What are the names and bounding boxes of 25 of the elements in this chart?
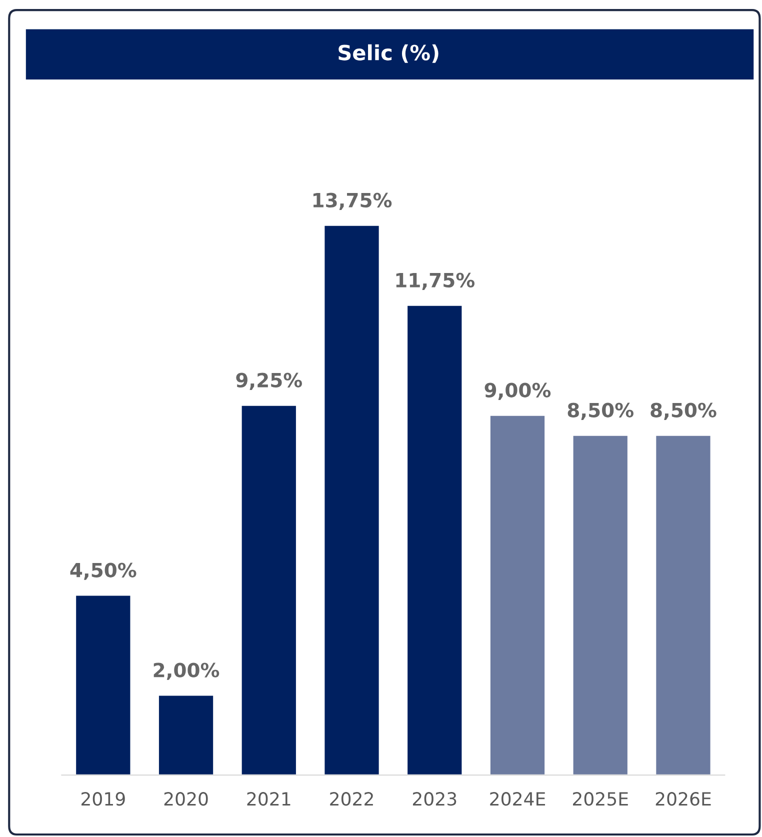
bar xyxy=(654,434,712,776)
data-label: 13,75% xyxy=(313,192,392,210)
x-tick-label: 2021 xyxy=(247,792,290,806)
data-label: 11,75% xyxy=(396,272,474,290)
bar xyxy=(572,434,629,776)
chart-title: Selic (%) xyxy=(338,44,438,63)
bar xyxy=(240,404,298,776)
x-tick-label: 2019 xyxy=(82,792,125,806)
data-label: 8,50% xyxy=(650,402,716,420)
bar xyxy=(158,694,214,776)
data-label: 8,50% xyxy=(568,402,634,420)
x-tick-label: 2025E xyxy=(573,792,628,806)
data-label: 9,25% xyxy=(236,372,302,390)
data-label: 9,00% xyxy=(484,382,551,400)
bar xyxy=(74,594,132,776)
x-tick-label: 2024E xyxy=(490,792,546,806)
x-tick-label: 2022 xyxy=(330,792,373,806)
data-label: 2,00% xyxy=(154,662,220,680)
bar xyxy=(489,414,546,776)
x-tick-label: 2023 xyxy=(412,792,456,806)
bar xyxy=(406,304,464,776)
data-label: 4,50% xyxy=(70,562,136,580)
bar xyxy=(323,224,380,776)
x-tick-label: 2020 xyxy=(164,792,208,806)
x-tick-label: 2026E xyxy=(656,792,711,806)
